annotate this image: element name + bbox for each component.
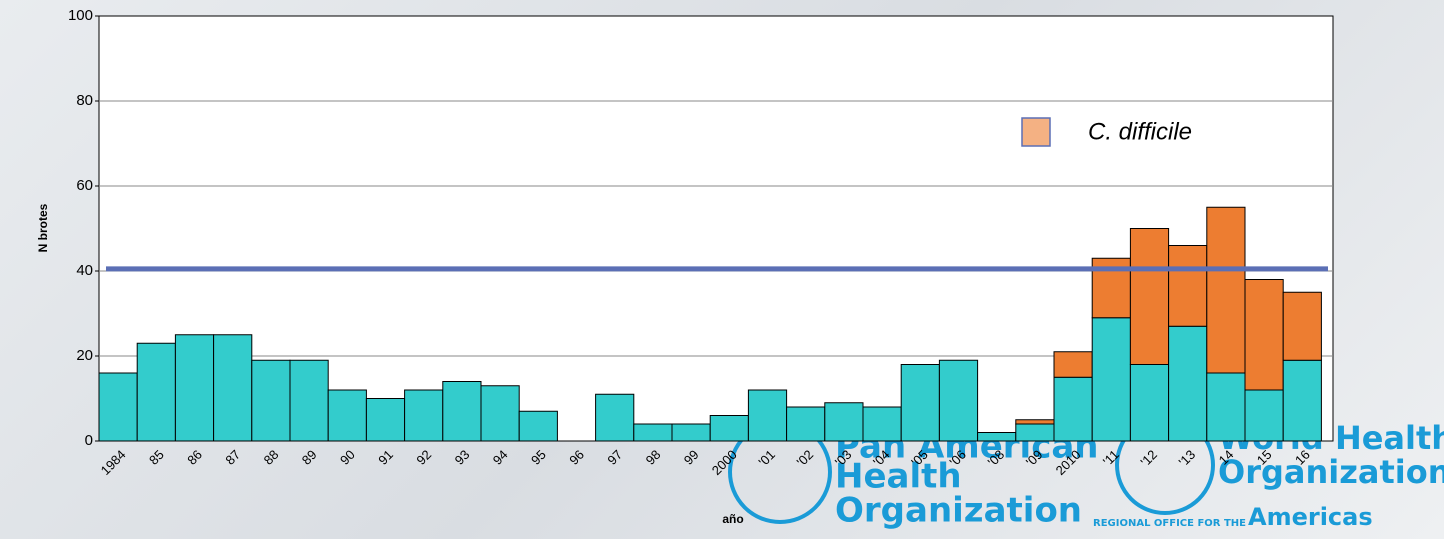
bar xyxy=(709,415,749,442)
x-tick-label: 98 xyxy=(643,447,664,468)
x-tick-label: '02 xyxy=(794,447,817,470)
bar xyxy=(747,389,788,442)
bar xyxy=(900,364,940,442)
y-tick-label: 60 xyxy=(76,177,93,194)
bar xyxy=(289,359,329,442)
y-tick-label: 100 xyxy=(68,7,93,24)
x-tick-label: 91 xyxy=(375,447,396,468)
bar xyxy=(98,372,138,442)
legend-label: C. difficile xyxy=(1088,118,1192,145)
bar xyxy=(518,410,558,442)
x-tick-label: 90 xyxy=(337,447,358,468)
x-tick-label: '01 xyxy=(755,447,778,470)
x-tick-label: 93 xyxy=(452,447,473,468)
bar xyxy=(480,385,520,442)
bar xyxy=(1053,376,1093,442)
x-tick-label: 86 xyxy=(184,447,205,468)
y-tick-label: 80 xyxy=(76,92,93,109)
logo-text: REGIONAL OFFICE FOR THE xyxy=(1093,518,1246,529)
bar xyxy=(1168,325,1208,442)
bar xyxy=(1053,351,1093,378)
bar xyxy=(404,389,444,442)
y-axis-label: N brotes xyxy=(36,203,50,252)
bar xyxy=(213,334,253,442)
x-tick-label: 87 xyxy=(222,447,243,468)
x-tick-label: 97 xyxy=(604,447,625,468)
bar xyxy=(786,406,826,442)
y-tick-label: 20 xyxy=(76,347,93,364)
x-tick-label: 85 xyxy=(146,447,167,468)
logo-text: Organization xyxy=(835,491,1082,531)
bar xyxy=(633,423,673,442)
logo-text: Organization xyxy=(1218,453,1444,491)
bar xyxy=(1244,389,1284,442)
logo-text: Americas xyxy=(1248,503,1373,531)
bar xyxy=(862,406,902,442)
y-tick-label: 0 xyxy=(85,432,93,449)
bar xyxy=(327,389,367,442)
bar xyxy=(1282,359,1322,442)
x-tick-label: 89 xyxy=(299,447,320,468)
bar xyxy=(1129,364,1170,442)
x-tick-label: 99 xyxy=(681,447,702,468)
bar xyxy=(1206,206,1246,374)
bar xyxy=(442,381,482,442)
bar xyxy=(938,359,979,442)
bar xyxy=(595,393,635,442)
bar xyxy=(1244,279,1284,391)
x-tick-label: 88 xyxy=(261,447,282,468)
bar xyxy=(1091,317,1131,442)
bar xyxy=(1168,245,1208,327)
x-axis-label: año xyxy=(722,512,743,526)
bar xyxy=(365,398,406,442)
x-tick-label: 96 xyxy=(566,447,587,468)
legend-swatch xyxy=(1021,117,1051,147)
bar xyxy=(174,334,215,442)
bar xyxy=(1015,423,1055,442)
bar xyxy=(1129,228,1170,365)
bar xyxy=(977,432,1017,442)
logo-text: Health xyxy=(835,457,962,497)
x-tick-label: 95 xyxy=(528,447,549,468)
bar xyxy=(136,342,176,442)
bar xyxy=(1015,419,1055,425)
bar xyxy=(1206,372,1246,442)
x-tick-label: 1984 xyxy=(98,447,129,478)
x-tick-label: '12 xyxy=(1137,447,1160,470)
x-tick-label: '13 xyxy=(1176,447,1199,470)
bar xyxy=(1282,291,1322,361)
y-tick-label: 40 xyxy=(76,262,93,279)
x-tick-label: 94 xyxy=(490,447,511,468)
bar xyxy=(824,402,864,442)
x-tick-label: 92 xyxy=(413,447,434,468)
bar xyxy=(671,423,711,442)
bar xyxy=(251,359,291,442)
